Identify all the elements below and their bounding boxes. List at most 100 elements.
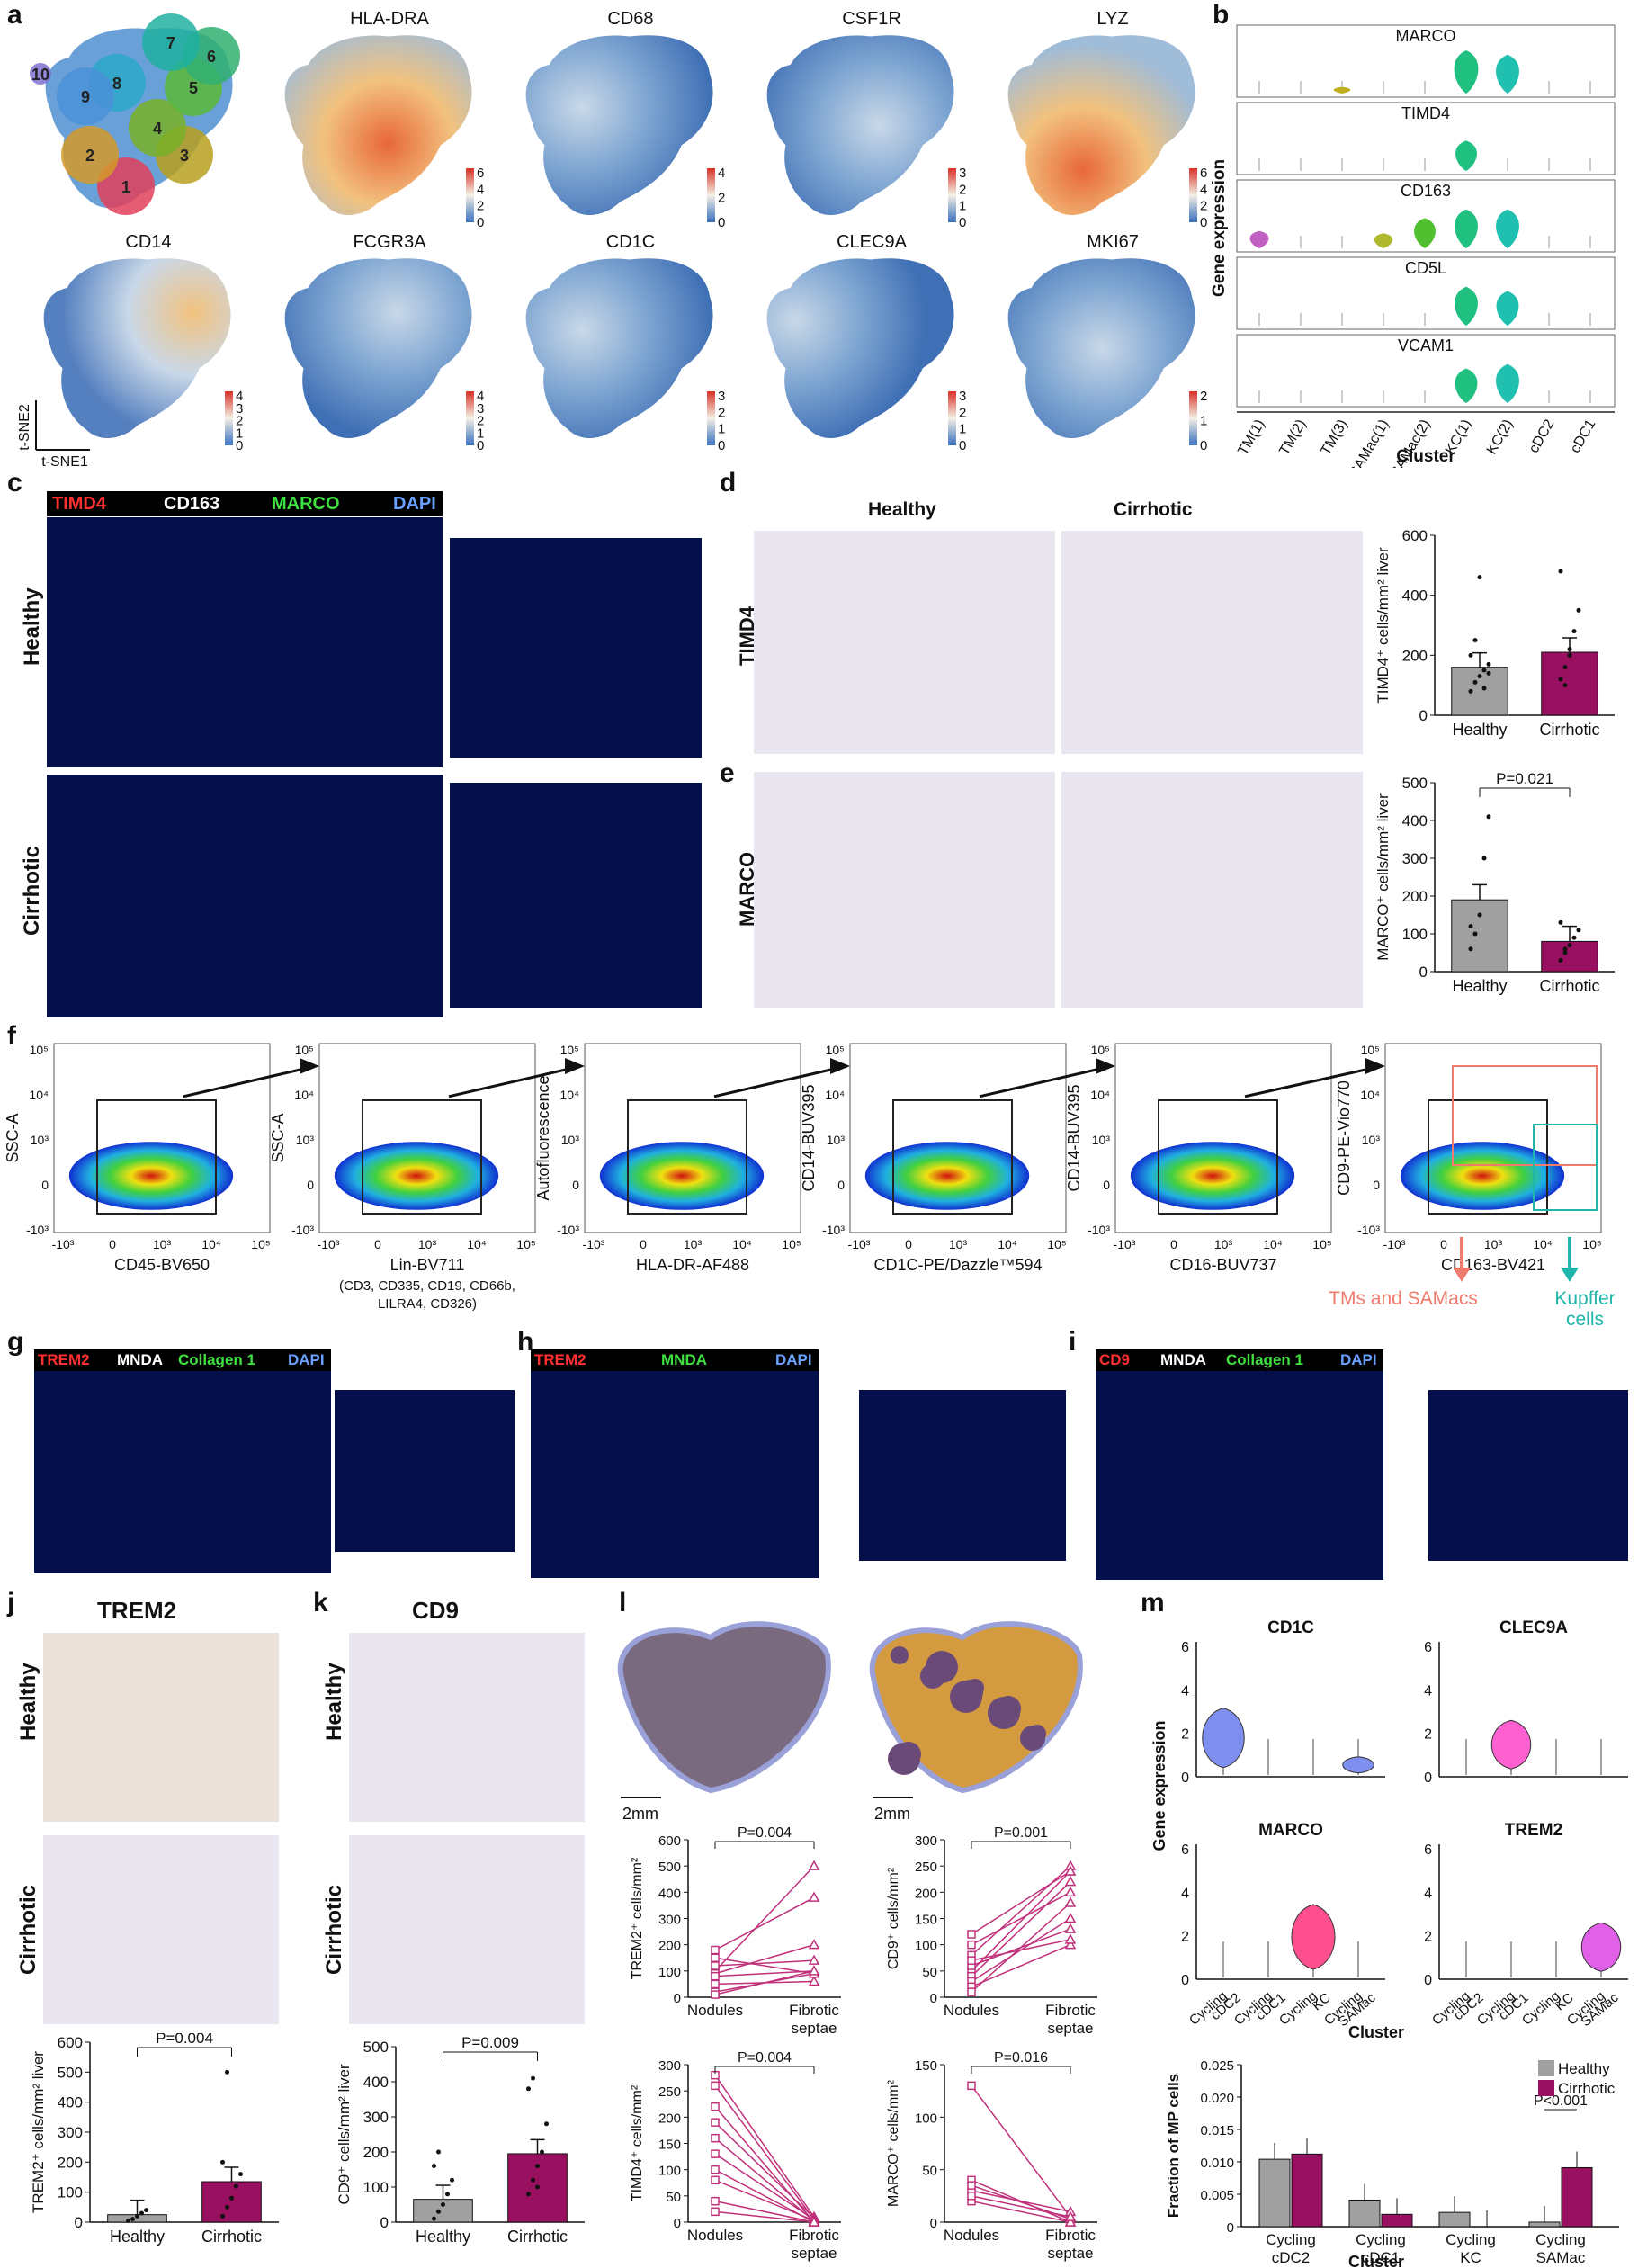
bar-dot	[535, 2164, 540, 2169]
bar-y-tick-label: 0.015	[1200, 2123, 1234, 2138]
violin-shape	[1496, 291, 1519, 326]
flow-y-tick: 0	[307, 1178, 314, 1192]
flow-arrow-line	[183, 1064, 317, 1098]
colorbar-tick: 1	[718, 422, 725, 437]
bar-dot	[445, 2192, 450, 2197]
flow-y-tick: 0	[837, 1178, 845, 1192]
flow-y-label: CD9-PE-Vio770	[1335, 1080, 1353, 1196]
flow-arrow-head	[300, 1058, 319, 1074]
tsne-gene-title: FCGR3A	[353, 232, 426, 252]
flow-y-tick: 10⁴	[1090, 1088, 1110, 1102]
paired-line	[714, 2138, 815, 2222]
tsne-gene-map: HLA-DRA 64 20	[284, 9, 484, 230]
tsne-gene-title: CD1C	[606, 232, 655, 252]
paired-cat-label: Nodules	[944, 2002, 999, 2019]
paired-point-septae	[808, 1965, 820, 1976]
panel-b-violins: MARCO TIMD4 CD163 CD5L VCAM1 TM(1) TM(2) TM(3)S…	[1235, 24, 1616, 468]
paired-y-tick-label: 300	[658, 2058, 681, 2074]
colorbar-tick: 4	[718, 166, 725, 181]
tsne-gene-title: CD14	[125, 232, 171, 252]
paired-point-nodule	[711, 2081, 720, 2091]
paired-point-nodule	[967, 2081, 976, 2091]
flow-y-tick: 10³	[1362, 1133, 1381, 1147]
pvalue-label: P=0.004	[156, 2033, 213, 2047]
bar	[201, 2181, 262, 2223]
bar-y-tick-label: 300	[363, 2109, 389, 2126]
flow-x-tick: 0	[374, 1237, 381, 1251]
paired-y-tick-label: 200	[658, 1939, 681, 1954]
flow-x-tick: 10³	[949, 1237, 968, 1251]
flow-x-label: CD45-BV650	[114, 1256, 210, 1274]
bar-y-tick-label: 600	[1402, 527, 1428, 544]
paired-y-tick-label: 100	[915, 2111, 937, 2126]
flow-y-tick: 10⁵	[295, 1043, 314, 1057]
violin-shape	[1496, 363, 1519, 403]
flow-y-tick: 0	[572, 1178, 579, 1192]
bar-category-label: KC	[1460, 2249, 1481, 2266]
violin-y-tick-label: 4	[1181, 1886, 1189, 1901]
paired-point-septae	[808, 1860, 820, 1870]
colorbar-tick: 2	[959, 182, 966, 197]
panel-label-a: a	[7, 0, 22, 30]
violin-shape	[1333, 86, 1351, 94]
bar-dot	[1562, 946, 1568, 952]
paired-y-tick-label: 100	[658, 2164, 681, 2179]
flow-y-tick: 10⁵	[1091, 1043, 1110, 1057]
flow-y-tick: 10⁴	[294, 1088, 314, 1102]
flow-x-tick: 0	[1170, 1237, 1177, 1251]
paired-line	[714, 1959, 815, 1967]
bar-y-label: CD9⁺ cells/mm² liver	[336, 2064, 353, 2205]
panel-j-bar-chart: 0 100 200 300 400 500 600 Healthy Cirrhotic P=0.0…	[30, 2033, 279, 2246]
flow-x-label: Lin-BV711	[390, 1256, 465, 1274]
panel-j-title: TREM2	[97, 1597, 177, 1624]
fluor-image-cirrhotic-zoom	[450, 783, 702, 1008]
paired-point-nodule	[967, 1940, 976, 1950]
flow-gate	[96, 1099, 217, 1215]
paired-point-nodule	[711, 2175, 720, 2185]
flow-arrow-head	[1365, 1058, 1385, 1074]
flow-x-tick: 0	[640, 1237, 647, 1251]
violin-shape	[1455, 286, 1478, 326]
legend-collagen: Collagen 1	[1226, 1351, 1303, 1368]
paired-point-septae	[1064, 1865, 1077, 1876]
flow-output-arrowhead	[1453, 1268, 1471, 1282]
bar	[1291, 2153, 1323, 2228]
flow-y-tick: 0	[41, 1178, 49, 1192]
flow-x-tick: 10⁴	[201, 1237, 221, 1251]
panel-c-row-cirrhotic: Cirrhotic	[20, 845, 44, 936]
legend-dapi: DAPI	[393, 494, 436, 514]
colorbar-tick: 0	[1200, 438, 1207, 453]
violin-y-tick-label: 0	[1424, 1973, 1432, 1988]
bar-dot	[1472, 679, 1478, 685]
flow-x-tick: 10³	[1214, 1237, 1233, 1251]
flow-x-tick: 0	[905, 1237, 912, 1251]
flow-x-tick: 0	[109, 1237, 116, 1251]
bar-dot	[1571, 629, 1577, 634]
bar-category-label: Cycling	[1535, 2231, 1586, 2248]
pvalue-label: P=0.004	[738, 2050, 792, 2066]
flow-y-tick: 10⁵	[30, 1043, 49, 1057]
fluor-image-healthy-overview	[47, 517, 443, 767]
tsne-gene-map: CSF1R 32 10	[766, 9, 966, 230]
panel-i-legend: CD9 MNDA Collagen 1 DAPI	[1096, 1349, 1383, 1371]
panel-h-legend: TREM2 MNDA DAPI	[531, 1349, 819, 1371]
violin-shape	[1580, 1922, 1622, 1972]
paired-y-tick-label: 250	[658, 2084, 681, 2100]
bar-y-tick-label: 300	[58, 2124, 83, 2141]
bar-dot	[1468, 652, 1473, 658]
violin-shape	[1202, 1708, 1245, 1769]
ihc-timd4-cirrhotic	[1061, 531, 1363, 754]
bar-dot	[144, 2208, 148, 2213]
violin-row-frame	[1236, 102, 1616, 175]
violin-cluster-label: KC(2)	[1484, 417, 1517, 458]
fluor-image-i-overview	[1096, 1371, 1383, 1580]
bar	[1528, 2221, 1561, 2228]
paired-y-tick-label: 0	[674, 2216, 681, 2231]
flow-density	[68, 1142, 234, 1210]
colorbar	[707, 168, 715, 222]
paired-point-nodule	[711, 1971, 720, 1981]
paired-line	[971, 1870, 1071, 1935]
